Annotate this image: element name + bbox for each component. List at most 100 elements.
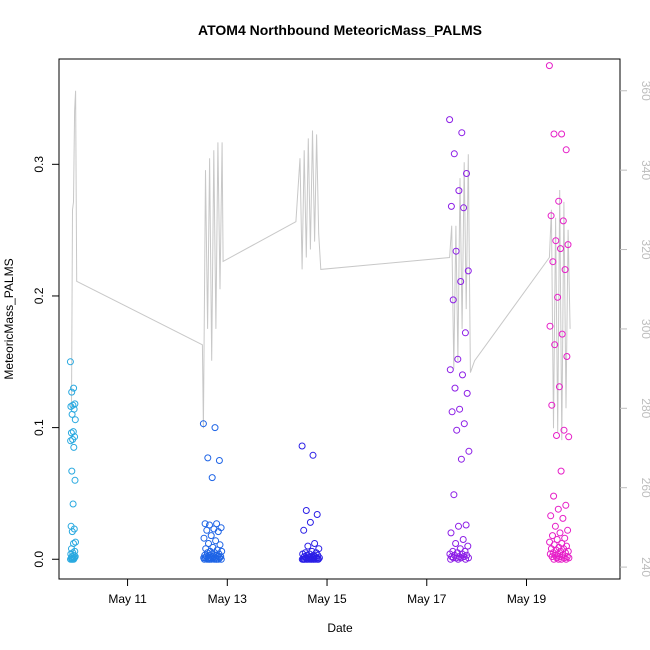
data-point [454, 355, 462, 363]
data-point [552, 237, 560, 245]
altitude-series-line [71, 90, 571, 441]
data-point [560, 426, 568, 434]
data-point [555, 383, 563, 391]
data-point [456, 405, 464, 413]
chart-title: ATOM4 Northbound MeteoricMass_PALMS [198, 22, 482, 38]
data-point [67, 437, 75, 445]
data-point [212, 555, 220, 563]
data-point [451, 384, 459, 392]
data-point [214, 528, 222, 536]
data-point [463, 170, 470, 177]
data-point [547, 545, 555, 553]
data-point [68, 555, 76, 563]
data-point [311, 540, 319, 547]
x-tick-label: May 11 [108, 592, 147, 606]
data-point [550, 555, 558, 563]
data-point [71, 476, 79, 484]
data-point [446, 116, 454, 124]
data-point [304, 542, 312, 550]
data-point [204, 454, 212, 462]
data-point [553, 432, 560, 439]
data-point [211, 424, 219, 432]
data-point [69, 401, 77, 409]
data-point [307, 555, 315, 563]
data-point [564, 241, 572, 249]
data-point [558, 130, 566, 138]
data-point [68, 410, 76, 418]
data-point [208, 474, 216, 482]
data-point [546, 322, 554, 330]
y2-tick-label: 260 [639, 478, 650, 498]
data-point [200, 555, 208, 563]
data-point [70, 384, 78, 392]
data-point [562, 146, 570, 154]
data-point [450, 491, 458, 499]
data-point [561, 534, 569, 542]
y-tick-label: 0.1 [32, 419, 46, 436]
data-point [564, 526, 572, 534]
altitude-layer [71, 90, 571, 441]
plot-frame [58, 58, 621, 580]
data-point [205, 555, 213, 563]
data-point [447, 202, 455, 210]
data-point [450, 150, 458, 158]
data-point [455, 522, 462, 530]
data-point [553, 536, 561, 543]
y-tick-label: 0.2 [32, 287, 46, 304]
data-point [309, 451, 317, 459]
data-point [206, 521, 213, 529]
y-tick-label: 0.3 [32, 156, 46, 173]
data-point [555, 197, 563, 205]
data-point [461, 329, 469, 337]
data-point [547, 212, 555, 220]
data-point [446, 366, 454, 374]
y2-tick-label: 360 [639, 81, 650, 101]
data-point [313, 511, 321, 518]
data-point [550, 130, 558, 138]
data-point [561, 266, 569, 274]
data-point [462, 555, 470, 563]
data-point [447, 555, 455, 563]
data-point [449, 296, 457, 304]
data-point [212, 537, 220, 545]
data-point [549, 532, 556, 540]
data-point [313, 555, 321, 563]
data-point [302, 507, 310, 514]
y-axis-title: MeteoricMass_PALMS [2, 258, 16, 379]
y2-tick-label: 240 [639, 557, 650, 577]
data-point [69, 500, 77, 508]
data-point [562, 501, 570, 509]
y2-tick-label: 320 [639, 240, 650, 260]
data-point [205, 540, 212, 547]
data-point [548, 401, 556, 409]
x-axis: May 11 May 13 May 15 May 17 May 19 [108, 579, 546, 606]
data-point [547, 512, 555, 520]
data-point [207, 532, 215, 540]
data-point [465, 447, 473, 455]
data-point [200, 534, 208, 542]
data-point [199, 420, 207, 428]
data-point [215, 555, 223, 563]
data-point [457, 278, 465, 285]
data-point [562, 555, 570, 563]
data-point [72, 538, 79, 546]
data-point [551, 522, 559, 530]
data-point [454, 555, 462, 563]
data-point [71, 416, 79, 424]
data-point [554, 293, 562, 301]
data-point [68, 528, 76, 536]
data-point [201, 520, 209, 528]
data-point [559, 514, 567, 522]
data-point [303, 555, 310, 563]
y-tick-label: 0.0 [32, 551, 46, 568]
data-point [452, 247, 460, 255]
data-point [207, 555, 215, 563]
data-point [68, 388, 76, 396]
data-point [555, 555, 562, 563]
y2-tick-label: 300 [639, 319, 650, 339]
data-point [545, 62, 553, 70]
data-point [554, 505, 562, 513]
y2-tick-label: 280 [639, 398, 650, 418]
data-point [557, 467, 565, 475]
data-point [557, 555, 565, 563]
